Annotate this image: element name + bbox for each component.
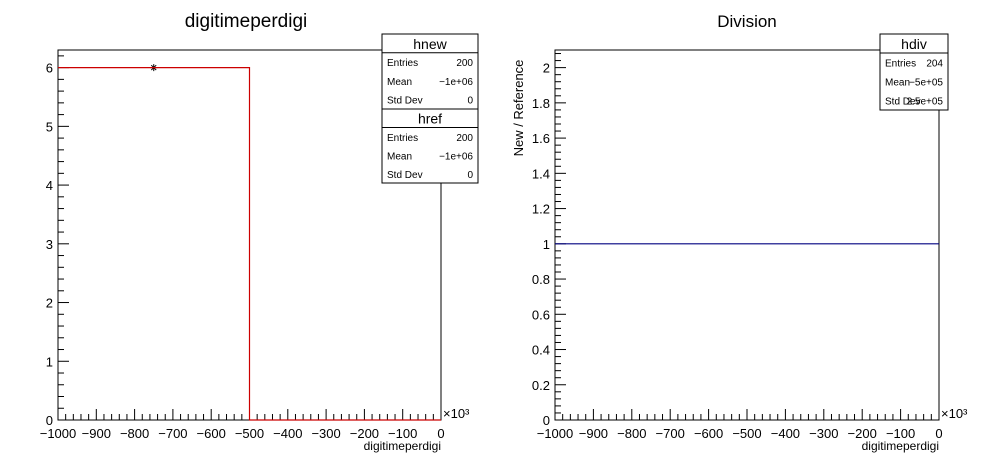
stats-row-value: 204 [926,59,943,70]
stats-row-value: 2.5e+05 [907,97,944,108]
x-tick-label: −500 [732,426,761,441]
y-axis-label: New / Reference [511,60,526,157]
x-tick-label: 0 [935,426,942,441]
x-tick-label: −800 [617,426,646,441]
stats-row-label: Mean [387,151,412,162]
x-tick-label: −200 [848,426,877,441]
y-tick-label: 0 [543,413,550,428]
x-tick-label: −600 [197,426,226,441]
stats-row-value: 200 [456,58,473,69]
x-tick-label: −100 [388,426,417,441]
x-tick-label: 0 [437,426,444,441]
stats-row-label: Std Dev [387,170,423,181]
stats-box-frame [381,33,479,110]
y-tick-label: 0.4 [532,343,550,358]
stats-row-value: 0 [467,96,473,107]
x-tick-label: −1000 [40,426,77,441]
stats-box-frame [381,108,479,184]
y-tick-label: 0.8 [532,272,550,287]
stats-row-label: Mean [885,78,910,89]
stats-row-value: −1e+06 [439,77,473,88]
y-tick-label: 1.4 [532,166,550,181]
stats-row-label: Entries [387,133,418,144]
x-tick-label: −700 [656,426,685,441]
x-tick-label: −300 [311,426,340,441]
stats-box-frame [879,33,949,111]
stats-row-value: 200 [456,133,473,144]
x-tick-label: −200 [350,426,379,441]
stats-box-title: href [418,111,442,127]
stats-row-value: −5e+05 [909,78,943,89]
x-axis-multiplier: ×10³ [941,406,968,421]
x-tick-label: −400 [771,426,800,441]
y-tick-label: 1 [46,354,53,369]
x-tick-label: −1000 [537,426,574,441]
y-tick-label: 2 [543,61,550,76]
stats-box-title: hnew [413,36,447,52]
x-tick-label: −500 [235,426,264,441]
stats-box-title: hdiv [901,36,927,52]
stats-row-value: −1e+06 [439,151,473,162]
y-tick-label: 1 [543,237,550,252]
y-tick-label: 0 [46,413,53,428]
x-axis-label: digitimeperdigi [364,439,441,453]
y-tick-label: 1.6 [532,131,550,146]
stats-row-value: 0 [467,170,473,181]
y-tick-label: 6 [46,61,53,76]
x-tick-label: −700 [158,426,187,441]
right-division-panel: Division−1000 −900 −800 −700 −600 −500 −400 −30… [511,12,968,453]
x-tick-label: −900 [579,426,608,441]
y-tick-label: 3 [46,237,53,252]
x-tick-label: −600 [694,426,723,441]
stats-row-label: Entries [885,59,916,70]
series-href-line [58,67,441,421]
x-tick-label: −800 [120,426,149,441]
stats-box-hnew: hnew Entries 200 Mean −1e+06 Std Dev 0 [381,33,479,110]
x-axis-multiplier: ×10³ [443,406,470,421]
y-tick-label: 4 [46,178,53,193]
left-histogram-panel: digitimeperdigi−1000 −900 −800 −700 −600 −500… [40,11,479,453]
x-tick-label: −300 [809,426,838,441]
x-axis-label: digitimeperdigi [862,439,939,453]
chart-title: Division [717,12,777,31]
y-tick-label: 0.2 [532,378,550,393]
x-tick-label: −900 [82,426,111,441]
x-tick-label: −100 [886,426,915,441]
y-tick-label: 1.8 [532,96,550,111]
stats-row-label: Std Dev [885,97,921,108]
x-tick-label: −400 [273,426,302,441]
stats-row-label: Std Dev [387,96,423,107]
stats-row-label: Mean [387,77,412,88]
y-tick-label: 2 [46,296,53,311]
stats-row-label: Entries [387,58,418,69]
y-tick-label: 1.2 [532,202,550,217]
y-tick-label: 0.6 [532,307,550,322]
chart-title: digitimeperdigi [185,11,308,32]
y-tick-label: 5 [46,119,53,134]
